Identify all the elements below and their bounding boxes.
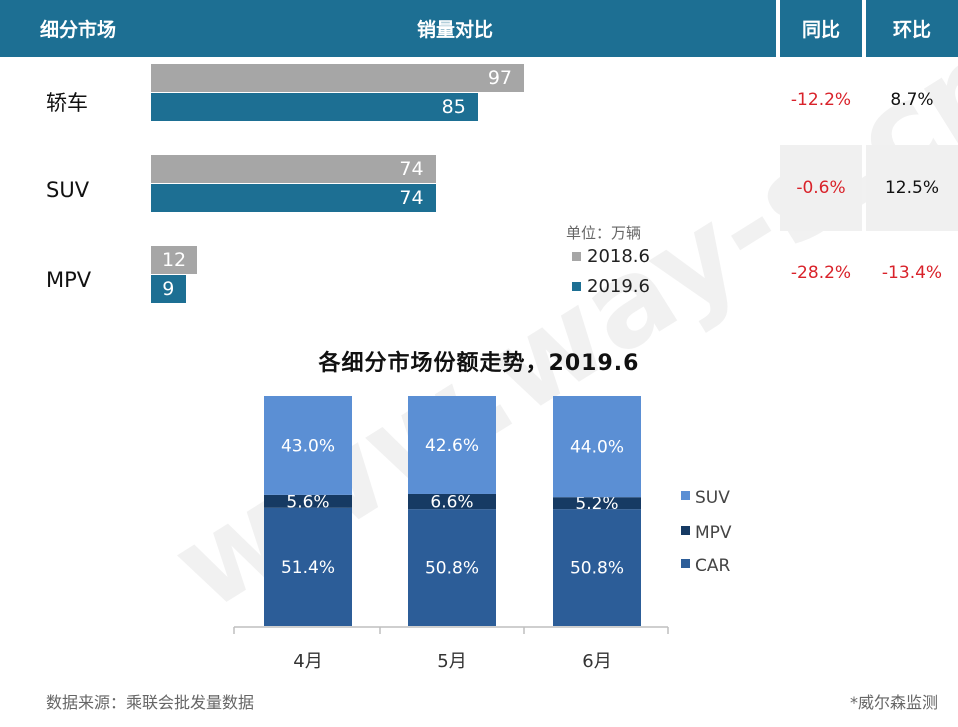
bar-mpv-3 bbox=[553, 497, 641, 510]
source-note: 数据来源：乘联会批发量数据 bbox=[46, 693, 255, 712]
legend-swatch-mpv bbox=[681, 526, 690, 535]
label-suv-2: 42.6% bbox=[425, 436, 479, 456]
yoy-car: -12.2% bbox=[790, 90, 852, 110]
label-mpv-2: 6.6% bbox=[430, 493, 473, 513]
bar-mpv-2 bbox=[408, 493, 496, 510]
mom-suv: 12.5% bbox=[884, 178, 939, 198]
bar-suv-2018: 74 bbox=[151, 155, 436, 183]
mom-car: 8.7% bbox=[890, 90, 934, 110]
x-tick-label-3: 6月 bbox=[582, 651, 611, 672]
bar-mpv-1 bbox=[264, 494, 352, 508]
legend-2018: 2018.6 bbox=[572, 246, 650, 267]
compare-header: 销量对比 bbox=[416, 19, 493, 41]
bar-suv-2019: 74 bbox=[151, 184, 436, 212]
label-car-1: 51.4% bbox=[281, 558, 335, 578]
market-header: 细分市场 bbox=[40, 19, 117, 41]
row-shade-mom bbox=[866, 145, 958, 231]
mom-mpv: -13.4% bbox=[881, 263, 943, 283]
label-mpv-1: 5.6% bbox=[286, 492, 329, 512]
legend-2019: 2019.6 bbox=[572, 276, 650, 297]
row-label-suv: SUV bbox=[46, 178, 90, 202]
bar-car-2 bbox=[408, 509, 496, 626]
credit-note: *威尔森监测 bbox=[849, 693, 938, 712]
yoy-mpv: -28.2% bbox=[790, 263, 852, 283]
bar-suv-1 bbox=[264, 396, 352, 495]
legend-label-2019: 2019.6 bbox=[587, 276, 650, 297]
yoy-header: 同比 bbox=[780, 0, 862, 57]
yoy-suv: -0.6% bbox=[796, 178, 846, 198]
label-suv-3: 44.0% bbox=[570, 438, 624, 458]
legend-label-car: CAR bbox=[695, 556, 730, 576]
x-tick-label-2: 5月 bbox=[437, 651, 466, 672]
legend-swatch-car bbox=[681, 559, 690, 568]
bar-car-3 bbox=[553, 509, 641, 626]
legend-label-2018: 2018.6 bbox=[587, 246, 650, 267]
table-header: 细分市场 销量对比 bbox=[0, 0, 776, 57]
legend-swatch-2019 bbox=[572, 282, 581, 291]
bar-suv-2 bbox=[408, 396, 496, 494]
bar-mpv-2019: 9 bbox=[151, 275, 186, 303]
label-car-2: 50.8% bbox=[425, 559, 479, 579]
bar-car-2019: 85 bbox=[151, 93, 478, 121]
mom-header: 环比 bbox=[866, 0, 958, 57]
chart-title: 各细分市场份额走势，2019.6 bbox=[318, 351, 640, 376]
bar-car-2018: 97 bbox=[151, 64, 524, 92]
bar-mpv-2018: 12 bbox=[151, 246, 198, 274]
legend-swatch-suv bbox=[681, 491, 690, 500]
legend-label-mpv: MPV bbox=[695, 523, 732, 543]
label-suv-1: 43.0% bbox=[281, 436, 335, 456]
label-car-3: 50.8% bbox=[570, 559, 624, 579]
legend-swatch-2018 bbox=[572, 252, 581, 261]
legend-label-suv: SUV bbox=[695, 488, 730, 508]
unit-label: 单位：万辆 bbox=[566, 224, 642, 242]
row-label-mpv: MPV bbox=[46, 268, 92, 292]
row-shade-yoy bbox=[780, 145, 862, 231]
bar-suv-3 bbox=[553, 396, 641, 498]
row-label-car: 轿车 bbox=[46, 91, 88, 115]
bar-car-1 bbox=[264, 507, 352, 626]
label-mpv-3: 5.2% bbox=[575, 494, 618, 514]
x-tick-label-1: 4月 bbox=[293, 651, 322, 672]
